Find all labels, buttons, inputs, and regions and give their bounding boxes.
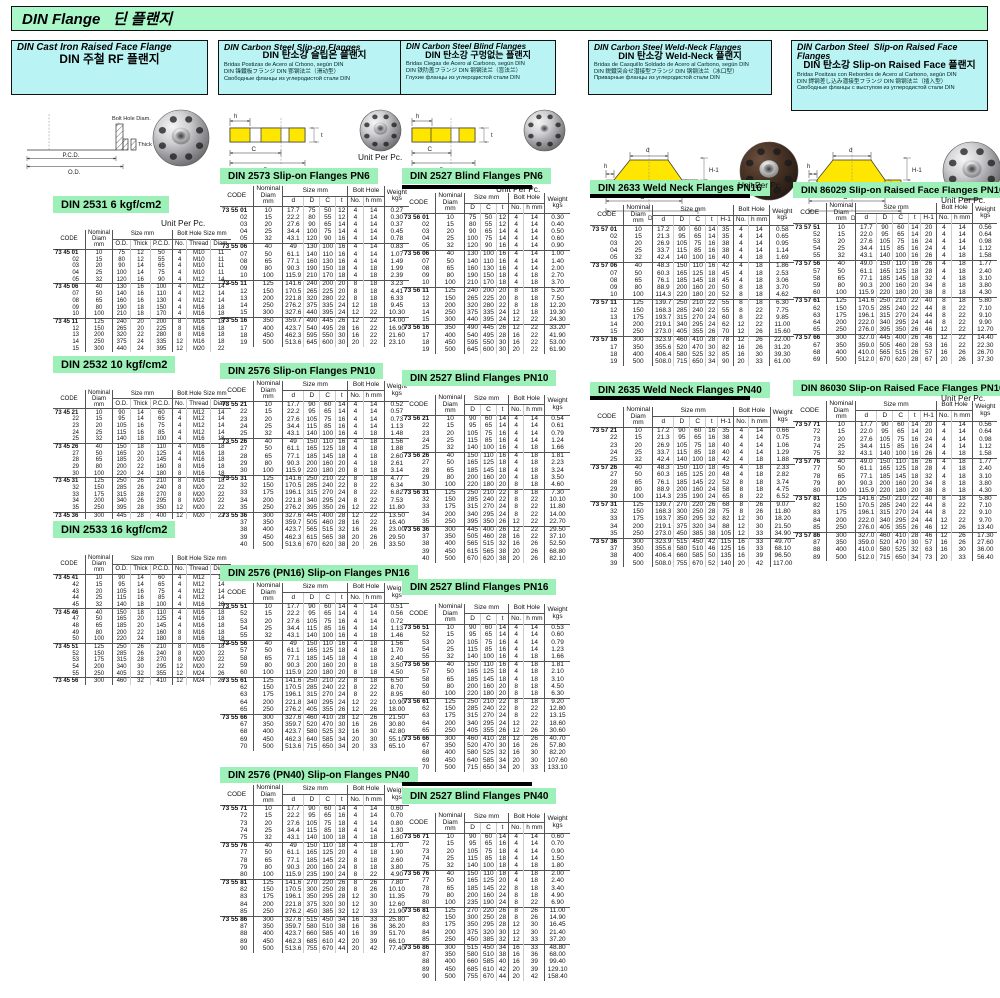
svg-text:h: h	[604, 164, 607, 170]
svg-text:H-1: H-1	[709, 168, 719, 174]
svg-text:h: h	[807, 164, 810, 170]
svg-text:t: t	[321, 133, 323, 139]
svg-text:Thick: Thick	[138, 142, 152, 148]
svg-text:d: d	[849, 147, 853, 154]
svg-text:Bolt Hole Diam.: Bolt Hole Diam.	[112, 116, 151, 122]
svg-text:h: h	[416, 114, 419, 120]
svg-text:C: C	[252, 146, 257, 153]
svg-text:d: d	[646, 147, 650, 154]
svg-text:O.D.: O.D.	[68, 170, 81, 176]
svg-text:P.C.D.: P.C.D.	[63, 153, 80, 159]
svg-text:C: C	[428, 146, 433, 153]
svg-text:H-1: H-1	[912, 168, 922, 174]
svg-text:h: h	[234, 114, 237, 120]
svg-text:t: t	[491, 133, 493, 139]
